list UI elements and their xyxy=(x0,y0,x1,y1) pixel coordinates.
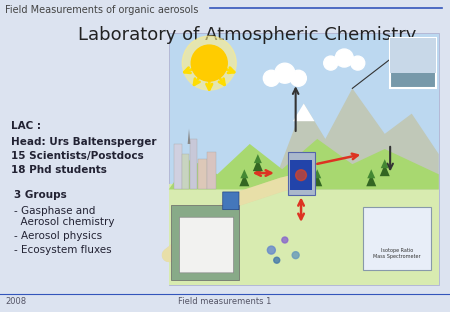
Bar xyxy=(169,33,439,285)
Text: Isotope Ratio
Mass Spectrometer: Isotope Ratio Mass Spectrometer xyxy=(373,248,421,259)
Circle shape xyxy=(296,170,306,181)
Bar xyxy=(171,205,239,280)
FancyBboxPatch shape xyxy=(223,192,239,210)
Bar xyxy=(363,207,431,270)
Circle shape xyxy=(263,70,279,86)
Bar xyxy=(190,139,197,189)
Text: - Aerosol physics: - Aerosol physics xyxy=(14,231,102,241)
Circle shape xyxy=(351,56,365,70)
FancyBboxPatch shape xyxy=(180,217,234,273)
Polygon shape xyxy=(293,104,315,121)
Circle shape xyxy=(182,36,236,90)
Text: Field Measurements of organic aerosols: Field Measurements of organic aerosols xyxy=(5,5,198,15)
Polygon shape xyxy=(380,164,390,176)
Bar xyxy=(390,38,436,88)
Bar xyxy=(207,152,216,189)
Text: 3 Groups: 3 Groups xyxy=(14,190,66,200)
Polygon shape xyxy=(239,174,249,186)
Polygon shape xyxy=(381,159,389,168)
Bar xyxy=(290,160,312,190)
Bar xyxy=(288,152,315,194)
Text: Aerosol chemistry: Aerosol chemistry xyxy=(14,217,114,227)
Circle shape xyxy=(275,63,295,83)
Circle shape xyxy=(290,70,306,86)
Polygon shape xyxy=(240,169,248,178)
Text: Field measurements 1: Field measurements 1 xyxy=(178,298,272,306)
Text: LAC :: LAC : xyxy=(11,121,41,131)
Polygon shape xyxy=(169,139,439,189)
Text: - Ecosystem fluxes: - Ecosystem fluxes xyxy=(14,245,111,255)
Text: 15 Scientists/Postdocs: 15 Scientists/Postdocs xyxy=(11,151,144,161)
Polygon shape xyxy=(271,88,439,189)
Circle shape xyxy=(292,252,299,259)
Text: 18 Phd students: 18 Phd students xyxy=(11,165,107,175)
Text: Head: Urs Baltensperger: Head: Urs Baltensperger xyxy=(11,137,157,147)
Polygon shape xyxy=(313,169,321,178)
Text: - Gasphase and: - Gasphase and xyxy=(14,206,95,216)
Polygon shape xyxy=(253,159,263,171)
Text: Laboratory of Atmospheric Chemistry: Laboratory of Atmospheric Chemistry xyxy=(78,26,417,44)
Polygon shape xyxy=(312,174,322,186)
Circle shape xyxy=(267,246,275,254)
Circle shape xyxy=(282,237,288,243)
Polygon shape xyxy=(188,129,190,144)
Bar xyxy=(174,144,182,189)
Bar xyxy=(169,184,439,285)
Bar xyxy=(390,38,436,73)
Polygon shape xyxy=(254,154,262,163)
Circle shape xyxy=(335,49,353,67)
Text: 2008: 2008 xyxy=(5,298,26,306)
Bar xyxy=(182,154,189,189)
Circle shape xyxy=(324,56,338,70)
Bar xyxy=(198,159,207,189)
Circle shape xyxy=(274,257,280,263)
Polygon shape xyxy=(367,169,375,178)
Polygon shape xyxy=(366,174,376,186)
Circle shape xyxy=(191,45,227,81)
